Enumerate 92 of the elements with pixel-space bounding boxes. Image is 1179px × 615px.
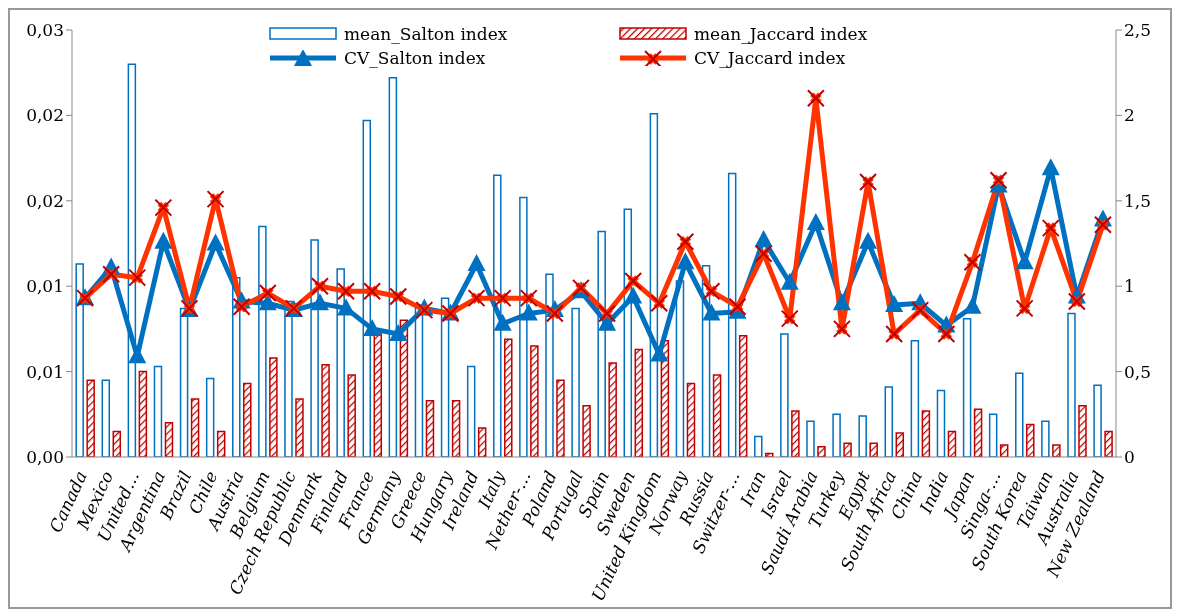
point (676, 252, 695, 270)
bar (243, 382, 252, 457)
bar (373, 333, 383, 457)
bar (999, 444, 1009, 457)
bar (138, 370, 148, 457)
bar (1078, 405, 1087, 457)
bar (962, 317, 972, 457)
point (519, 303, 538, 321)
bar (947, 430, 957, 457)
bar (269, 357, 278, 457)
y2-tick-label: 0,5 (1124, 361, 1152, 382)
bar (869, 442, 878, 457)
bar (425, 399, 435, 457)
bar (712, 374, 722, 457)
bar (1067, 312, 1076, 457)
point (859, 231, 878, 249)
bar (921, 410, 931, 457)
bar (858, 415, 867, 457)
point (754, 230, 773, 248)
bar (347, 374, 356, 457)
bar (101, 379, 111, 457)
bar (504, 338, 513, 457)
bar (843, 442, 852, 457)
point (467, 254, 486, 271)
point (1015, 252, 1034, 270)
bar (466, 365, 476, 457)
point (310, 293, 329, 311)
point (780, 272, 799, 290)
bar (1104, 430, 1113, 457)
bar (451, 399, 461, 457)
bar (1052, 444, 1061, 457)
bar (582, 405, 591, 457)
y-tick-label: 0,02 (26, 105, 64, 126)
bar (936, 389, 946, 457)
bar (806, 420, 815, 457)
y2-tick-label: 2 (1124, 105, 1135, 126)
bar (477, 427, 487, 457)
bar (973, 408, 983, 457)
bar (216, 430, 226, 457)
point (650, 344, 669, 362)
point (885, 294, 904, 312)
bar (153, 365, 163, 457)
bar (895, 432, 905, 457)
legend-label: mean_Salton index (344, 24, 508, 44)
point (806, 213, 825, 230)
y2-tick-label: 1,5 (1124, 190, 1152, 211)
point (702, 303, 721, 321)
y2-tick-label: 2,5 (1124, 20, 1152, 41)
bar (686, 382, 696, 457)
bar (988, 413, 998, 457)
point (624, 286, 643, 304)
bar (1041, 420, 1050, 457)
legend-label: mean_Jaccard index (694, 24, 868, 44)
bar (86, 379, 95, 457)
legend-label: CV_Jaccard index (694, 48, 846, 68)
bar (634, 348, 644, 457)
bar (530, 345, 539, 457)
bar (754, 435, 763, 457)
point (1041, 158, 1060, 176)
bar (884, 386, 894, 457)
y-tick-label: 0,01 (26, 361, 64, 382)
bar (295, 398, 304, 457)
y-tick-label: 0,03 (26, 20, 64, 41)
bar (910, 340, 920, 457)
y-tick-label: 0,01 (26, 276, 64, 297)
bar (817, 446, 826, 457)
legend-label: CV_Salton index (344, 48, 486, 68)
bar (556, 379, 565, 457)
bar (205, 377, 215, 457)
bar (738, 334, 748, 457)
point (154, 231, 173, 249)
bar (1093, 384, 1102, 457)
bar (112, 430, 122, 457)
bar (571, 307, 580, 457)
bar (608, 362, 617, 457)
bar (780, 333, 789, 457)
bar (1015, 372, 1024, 457)
point (206, 233, 225, 251)
bar (164, 422, 174, 457)
y2-tick-label: 1 (1124, 276, 1135, 297)
y2-tick-label: 0 (1124, 447, 1135, 468)
bar (832, 413, 841, 457)
bar (791, 410, 800, 457)
point (493, 313, 512, 331)
bar (1026, 423, 1035, 457)
point (832, 293, 851, 311)
bar (190, 398, 200, 457)
point (389, 324, 408, 342)
point (363, 318, 382, 336)
bar (321, 364, 330, 457)
y-tick-label: 0,00 (26, 447, 64, 468)
y-tick-label: 0,02 (26, 190, 64, 211)
